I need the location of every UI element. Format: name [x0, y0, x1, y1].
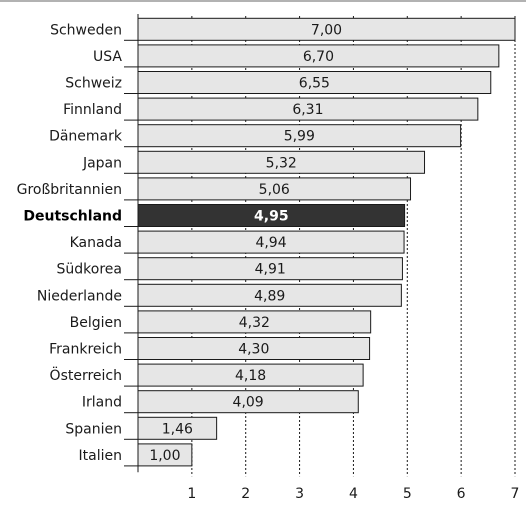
category-label: Italien [79, 448, 122, 464]
category-label: Südkorea [57, 262, 122, 278]
category-label: Dänemark [49, 129, 123, 145]
category-label: Österreich [50, 366, 122, 384]
value-label: 4,32 [239, 315, 270, 331]
category-label: Irland [82, 395, 122, 411]
x-tick-label-5: 5 [403, 486, 412, 502]
category-label: USA [93, 49, 122, 65]
value-label: 4,30 [238, 342, 269, 358]
bars: Schweden 7,00 USA 6,70 Schweiz 6,55 Finnland 6,… [17, 17, 516, 467]
value-label: 5,06 [259, 182, 290, 198]
category-label: Schweiz [65, 76, 122, 92]
category-label: Belgien [70, 315, 122, 331]
value-label: 4,94 [255, 235, 286, 251]
category-label: Niederlande [37, 288, 122, 304]
value-label: 6,55 [299, 76, 330, 92]
value-label: 4,09 [233, 395, 264, 411]
x-tick-label-7: 7 [511, 486, 520, 502]
category-label: Japan [82, 155, 122, 171]
category-label: Schweden [50, 22, 122, 38]
value-label: 4,89 [254, 288, 285, 304]
value-label: 5,99 [284, 129, 315, 145]
x-tick-label-4: 4 [349, 486, 358, 502]
category-label: Frankreich [49, 342, 122, 358]
x-tick-label-1: 1 [187, 486, 196, 502]
x-tick-label-2: 2 [241, 486, 250, 502]
value-label: 6,70 [303, 49, 334, 65]
value-label: 1,00 [149, 448, 180, 464]
category-label: Deutschland [23, 209, 122, 225]
category-label: Kanada [70, 235, 122, 251]
x-axis: 1 2 3 4 5 6 7 [137, 14, 520, 502]
value-label: 5,32 [266, 155, 297, 171]
x-tick-label-6: 6 [457, 486, 466, 502]
value-label: 4,18 [235, 368, 266, 384]
value-label: 4,95 [254, 209, 289, 225]
value-label: 7,00 [311, 22, 342, 38]
category-label: Großbritannien [17, 182, 122, 198]
category-label: Spanien [65, 421, 122, 437]
value-label: 6,31 [292, 102, 323, 118]
value-label: 1,46 [162, 421, 193, 437]
x-tick-label-3: 3 [295, 486, 304, 502]
value-label: 4,91 [255, 262, 286, 278]
category-label: Finnland [63, 102, 122, 118]
